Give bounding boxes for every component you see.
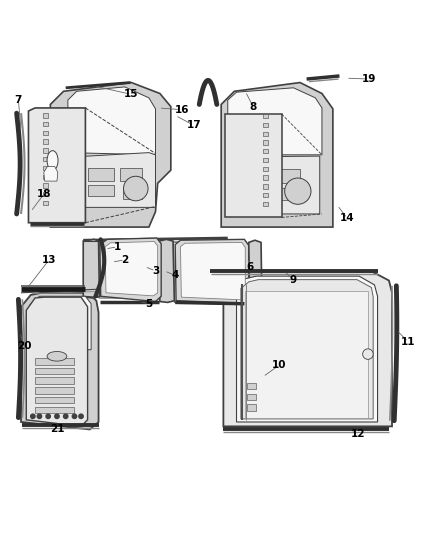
Text: 18: 18 bbox=[36, 189, 51, 199]
Ellipse shape bbox=[47, 151, 58, 171]
Polygon shape bbox=[175, 239, 249, 303]
Text: 12: 12 bbox=[351, 429, 366, 439]
Text: 14: 14 bbox=[340, 213, 355, 223]
Polygon shape bbox=[100, 238, 161, 302]
FancyBboxPatch shape bbox=[247, 383, 256, 389]
Polygon shape bbox=[249, 240, 262, 304]
Text: 4: 4 bbox=[172, 270, 179, 280]
Text: 17: 17 bbox=[187, 120, 201, 131]
Text: 9: 9 bbox=[290, 274, 297, 285]
Polygon shape bbox=[230, 156, 320, 214]
FancyBboxPatch shape bbox=[234, 169, 258, 182]
Polygon shape bbox=[223, 272, 392, 426]
Polygon shape bbox=[44, 167, 58, 181]
Polygon shape bbox=[26, 297, 88, 426]
Text: 13: 13 bbox=[42, 255, 57, 265]
FancyBboxPatch shape bbox=[263, 123, 268, 127]
Polygon shape bbox=[221, 83, 333, 227]
FancyBboxPatch shape bbox=[234, 187, 258, 197]
Polygon shape bbox=[105, 241, 158, 296]
FancyBboxPatch shape bbox=[263, 175, 268, 180]
FancyBboxPatch shape bbox=[263, 193, 268, 197]
Circle shape bbox=[31, 414, 35, 418]
FancyBboxPatch shape bbox=[263, 201, 268, 206]
FancyBboxPatch shape bbox=[43, 183, 48, 188]
FancyBboxPatch shape bbox=[43, 148, 48, 152]
FancyBboxPatch shape bbox=[43, 201, 48, 205]
FancyBboxPatch shape bbox=[263, 132, 268, 136]
Polygon shape bbox=[228, 88, 322, 155]
Polygon shape bbox=[99, 241, 159, 298]
Circle shape bbox=[37, 414, 42, 418]
FancyBboxPatch shape bbox=[263, 149, 268, 154]
FancyBboxPatch shape bbox=[35, 407, 74, 413]
FancyBboxPatch shape bbox=[35, 368, 74, 374]
FancyBboxPatch shape bbox=[120, 168, 142, 181]
FancyBboxPatch shape bbox=[43, 140, 48, 144]
FancyBboxPatch shape bbox=[43, 166, 48, 170]
FancyBboxPatch shape bbox=[43, 157, 48, 161]
Polygon shape bbox=[21, 293, 99, 430]
FancyBboxPatch shape bbox=[123, 188, 142, 199]
Text: 20: 20 bbox=[17, 341, 32, 351]
FancyBboxPatch shape bbox=[269, 169, 300, 183]
Text: 1: 1 bbox=[114, 242, 121, 252]
FancyBboxPatch shape bbox=[263, 140, 268, 145]
FancyBboxPatch shape bbox=[43, 122, 48, 126]
Text: 16: 16 bbox=[174, 104, 189, 115]
Text: 2: 2 bbox=[121, 255, 128, 265]
FancyBboxPatch shape bbox=[88, 185, 114, 197]
Circle shape bbox=[363, 349, 373, 359]
FancyBboxPatch shape bbox=[247, 393, 256, 400]
FancyBboxPatch shape bbox=[35, 397, 74, 403]
FancyBboxPatch shape bbox=[263, 114, 268, 118]
FancyBboxPatch shape bbox=[263, 158, 268, 162]
Text: 19: 19 bbox=[362, 74, 376, 84]
FancyBboxPatch shape bbox=[88, 168, 114, 181]
Circle shape bbox=[79, 414, 83, 418]
Text: 8: 8 bbox=[250, 102, 257, 111]
Polygon shape bbox=[30, 296, 91, 350]
Text: 21: 21 bbox=[49, 424, 64, 434]
Polygon shape bbox=[173, 241, 251, 305]
FancyBboxPatch shape bbox=[43, 113, 48, 118]
Ellipse shape bbox=[47, 351, 67, 361]
Polygon shape bbox=[180, 243, 245, 300]
Polygon shape bbox=[237, 276, 378, 422]
Polygon shape bbox=[50, 83, 171, 227]
Text: 10: 10 bbox=[272, 360, 287, 370]
Polygon shape bbox=[68, 87, 155, 155]
Text: 3: 3 bbox=[152, 266, 159, 276]
Circle shape bbox=[124, 176, 148, 201]
FancyBboxPatch shape bbox=[247, 405, 256, 411]
FancyBboxPatch shape bbox=[263, 167, 268, 171]
Circle shape bbox=[72, 414, 77, 418]
FancyBboxPatch shape bbox=[35, 387, 74, 393]
Polygon shape bbox=[159, 239, 174, 302]
Circle shape bbox=[46, 414, 50, 418]
FancyBboxPatch shape bbox=[35, 377, 74, 384]
FancyBboxPatch shape bbox=[263, 184, 268, 189]
Text: 7: 7 bbox=[15, 95, 22, 105]
Circle shape bbox=[64, 414, 68, 418]
FancyBboxPatch shape bbox=[272, 188, 300, 200]
Polygon shape bbox=[72, 152, 155, 207]
FancyBboxPatch shape bbox=[43, 192, 48, 197]
Circle shape bbox=[285, 178, 311, 204]
FancyBboxPatch shape bbox=[43, 131, 48, 135]
Text: 11: 11 bbox=[401, 337, 416, 347]
Circle shape bbox=[55, 414, 59, 418]
Polygon shape bbox=[241, 280, 373, 419]
Text: 5: 5 bbox=[145, 298, 152, 309]
Polygon shape bbox=[83, 239, 99, 298]
FancyBboxPatch shape bbox=[43, 174, 48, 179]
Polygon shape bbox=[245, 290, 368, 418]
Polygon shape bbox=[28, 108, 85, 223]
FancyBboxPatch shape bbox=[35, 358, 74, 365]
Text: 6: 6 bbox=[246, 262, 253, 271]
Polygon shape bbox=[225, 114, 282, 217]
Text: 15: 15 bbox=[124, 90, 139, 99]
